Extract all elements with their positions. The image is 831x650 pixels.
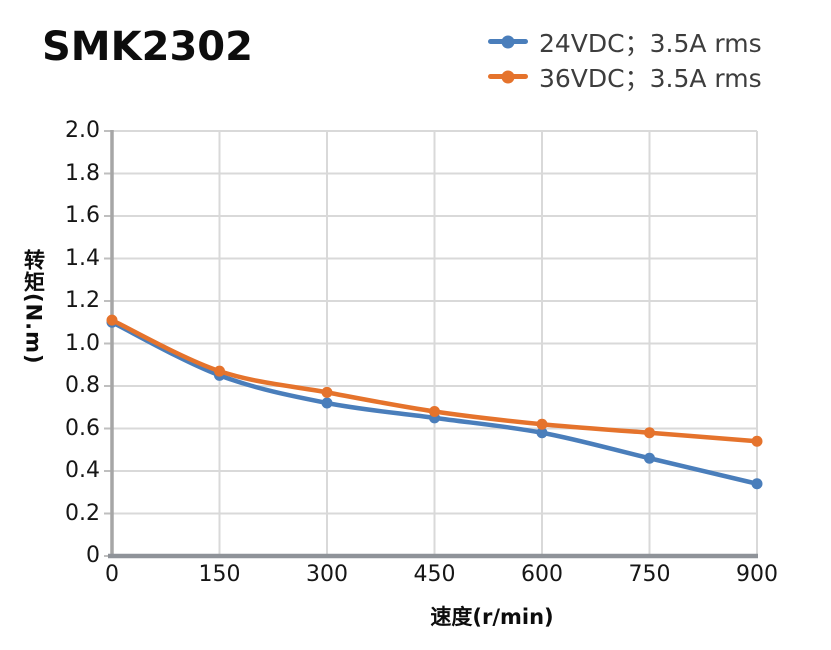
x-tick-label: 900 — [736, 562, 778, 587]
y-tick-label: 0.2 — [65, 500, 100, 526]
series-marker-24vdc — [321, 397, 333, 409]
y-tick-label: 1.0 — [65, 330, 100, 356]
x-tick-label: 300 — [306, 562, 348, 587]
legend-item-24vdc: 24VDC；3.5A rms — [488, 26, 762, 58]
series-marker-36vdc — [644, 427, 655, 439]
legend-label-24vdc: 24VDC；3.5A rms — [539, 28, 762, 58]
series-marker-36vdc — [106, 314, 118, 326]
y-tick-label: 1.8 — [65, 160, 100, 186]
y-tick-label: 1.2 — [65, 288, 100, 313]
series-marker-36vdc — [321, 386, 333, 398]
legend: 24VDC；3.5A rms 36VDC；3.5A rms — [488, 26, 762, 93]
legend-line-dot-marker-24vdc — [488, 35, 528, 48]
x-tick-label: 0 — [105, 562, 119, 587]
y-tick-label: 0.4 — [65, 458, 100, 483]
y-tick-label: 2.0 — [65, 118, 100, 143]
y-tick-label: 0.8 — [65, 373, 100, 398]
series-marker-36vdc — [429, 406, 440, 417]
legend-item-36vdc: 36VDC；3.5A rms — [488, 61, 762, 93]
series-marker-36vdc — [536, 418, 548, 430]
series-marker-36vdc — [751, 435, 763, 447]
y-tick-label: 0 — [86, 543, 100, 568]
y-tick-label: 1.6 — [65, 203, 100, 228]
legend-dot-icon — [501, 70, 515, 83]
series-marker-24vdc — [536, 427, 548, 439]
legend-line-dot-marker-36vdc — [488, 70, 528, 83]
x-tick-label: 150 — [198, 562, 241, 587]
x-tick-label: 750 — [628, 562, 671, 587]
y-tick-label: 0.6 — [65, 415, 100, 441]
series-marker-24vdc — [751, 478, 763, 490]
x-tick-label: 450 — [413, 562, 456, 587]
series-marker-36vdc — [214, 365, 225, 377]
chart-title: SMK2302 — [42, 24, 253, 70]
y-axis-title-wrap: 转矩(N.m) — [16, 131, 50, 483]
y-axis-title: 转矩(N.m) — [21, 249, 46, 365]
x-axis-title: 速度(r/min) — [430, 605, 554, 629]
y-tick-label: 1.4 — [65, 245, 100, 271]
x-tick-label: 600 — [521, 562, 563, 587]
legend-dot-icon — [501, 35, 515, 48]
series-marker-24vdc — [644, 452, 655, 464]
legend-label-36vdc: 36VDC；3.5A rms — [539, 63, 762, 93]
